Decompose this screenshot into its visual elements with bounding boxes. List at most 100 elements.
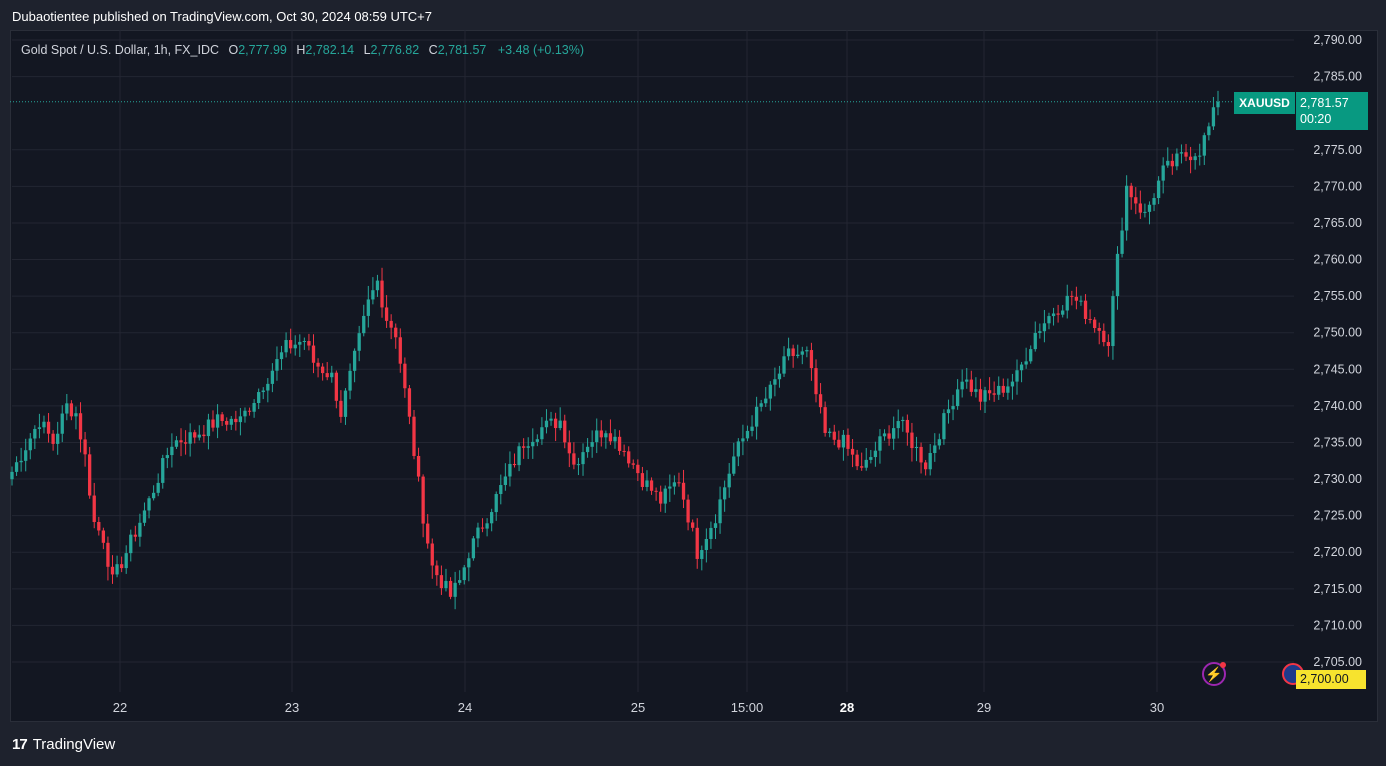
candle bbox=[672, 475, 677, 495]
candle-body bbox=[773, 379, 777, 385]
candle bbox=[1184, 143, 1188, 162]
candle-body bbox=[892, 428, 896, 439]
candle bbox=[229, 416, 233, 430]
candle-body bbox=[1001, 385, 1005, 393]
candle bbox=[1216, 90, 1220, 116]
candle bbox=[119, 556, 124, 573]
tradingview-brand[interactable]: 17 TradingView bbox=[12, 736, 115, 753]
candle bbox=[521, 438, 526, 459]
candle-body bbox=[1033, 332, 1037, 350]
candle-body bbox=[1047, 316, 1051, 324]
candle-body bbox=[1170, 160, 1174, 167]
candle-body bbox=[608, 433, 613, 442]
candle bbox=[156, 473, 160, 497]
candle-body bbox=[165, 455, 169, 459]
candle-body bbox=[823, 407, 827, 433]
candle bbox=[1061, 305, 1065, 318]
candle bbox=[348, 363, 352, 400]
candle bbox=[56, 421, 60, 455]
high-value: 2,782.14 bbox=[305, 43, 355, 57]
candle bbox=[1138, 190, 1142, 219]
candle bbox=[992, 381, 996, 402]
candle-body bbox=[247, 410, 252, 412]
candle-body bbox=[910, 432, 914, 449]
lightning-icon[interactable]: ⚡ bbox=[1202, 662, 1226, 686]
candle-body bbox=[663, 488, 667, 504]
x-axis-labels: 22 23 24 25 15:00 28 29 30 bbox=[113, 700, 1164, 715]
candle-body bbox=[933, 445, 937, 454]
ohlc-legend: Gold Spot / U.S. Dollar, 1h, FX_IDC O2,7… bbox=[21, 43, 584, 57]
candle bbox=[745, 425, 750, 442]
candle-body bbox=[1074, 296, 1079, 301]
candle-body bbox=[46, 421, 51, 434]
candle-body bbox=[97, 521, 101, 531]
candle-body bbox=[316, 362, 320, 367]
candle-body bbox=[764, 398, 768, 404]
candle bbox=[362, 304, 366, 337]
x-tick-label: 28 bbox=[840, 700, 854, 715]
candle bbox=[202, 425, 206, 443]
candle bbox=[1088, 309, 1092, 324]
candle bbox=[211, 410, 215, 432]
candle-body bbox=[882, 433, 887, 437]
candle-body bbox=[225, 420, 229, 425]
candle bbox=[1198, 143, 1202, 166]
candle bbox=[741, 424, 745, 456]
candle-body bbox=[257, 392, 261, 404]
candle bbox=[640, 466, 645, 491]
candle-body bbox=[101, 530, 106, 543]
candle-body bbox=[700, 550, 704, 559]
candle bbox=[777, 365, 782, 388]
candle-body bbox=[855, 454, 859, 467]
candle bbox=[339, 390, 343, 423]
candle bbox=[1033, 321, 1037, 352]
candle-body bbox=[622, 450, 626, 452]
candle-body bbox=[28, 438, 32, 451]
candle-body bbox=[604, 433, 608, 438]
candle-body bbox=[782, 356, 786, 374]
y-tick-label: 2,785.00 bbox=[1313, 70, 1362, 84]
candle-body bbox=[471, 538, 476, 559]
candle-body bbox=[88, 454, 92, 496]
candle bbox=[974, 377, 978, 398]
candle bbox=[238, 407, 243, 436]
candle bbox=[585, 438, 590, 458]
candle-body bbox=[106, 542, 110, 567]
candle bbox=[458, 570, 462, 586]
legend-title: Gold Spot / U.S. Dollar, 1h, FX_IDC bbox=[21, 43, 219, 57]
brand-name: TradingView bbox=[32, 736, 116, 753]
chart-pane[interactable] bbox=[10, 30, 1378, 722]
candle-body bbox=[846, 434, 850, 449]
candle bbox=[951, 394, 955, 421]
candle bbox=[681, 469, 686, 509]
candle-body bbox=[777, 373, 782, 380]
candle-body bbox=[1093, 319, 1097, 329]
candle-body bbox=[485, 523, 489, 529]
candle bbox=[549, 411, 553, 426]
candle-body bbox=[869, 457, 873, 460]
candle-body bbox=[654, 490, 658, 492]
candle bbox=[1147, 201, 1152, 225]
candle-body bbox=[695, 527, 699, 559]
candle-body bbox=[1134, 197, 1138, 204]
candle-body bbox=[691, 522, 695, 528]
candle-body bbox=[1056, 313, 1060, 315]
candle bbox=[129, 529, 133, 562]
low-label: L bbox=[363, 43, 371, 57]
candle bbox=[955, 379, 960, 410]
candle bbox=[576, 457, 581, 476]
candle bbox=[764, 387, 768, 408]
candle-body bbox=[252, 403, 256, 412]
candle bbox=[1070, 290, 1074, 306]
candle bbox=[1211, 96, 1216, 130]
candle bbox=[384, 295, 389, 328]
candle bbox=[188, 423, 192, 457]
last-price-value: 2,781.57 bbox=[1300, 96, 1349, 110]
candle-body bbox=[686, 499, 690, 523]
candle-body bbox=[384, 307, 389, 321]
candle bbox=[110, 555, 115, 584]
last-price-tag: 2,781.57 00:20 bbox=[1296, 92, 1368, 130]
candle-body bbox=[147, 498, 151, 511]
x-tick-label: 30 bbox=[1150, 700, 1164, 715]
